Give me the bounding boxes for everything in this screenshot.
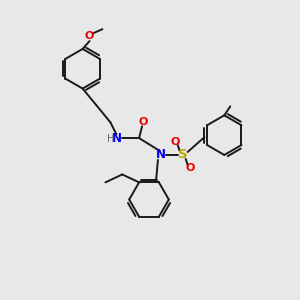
Text: O: O xyxy=(85,31,94,41)
Text: O: O xyxy=(138,117,148,127)
Text: O: O xyxy=(170,137,179,147)
Text: H: H xyxy=(107,134,114,144)
Text: N: N xyxy=(112,132,122,145)
Text: N: N xyxy=(156,148,166,161)
Text: O: O xyxy=(186,163,195,173)
Text: S: S xyxy=(178,148,188,161)
